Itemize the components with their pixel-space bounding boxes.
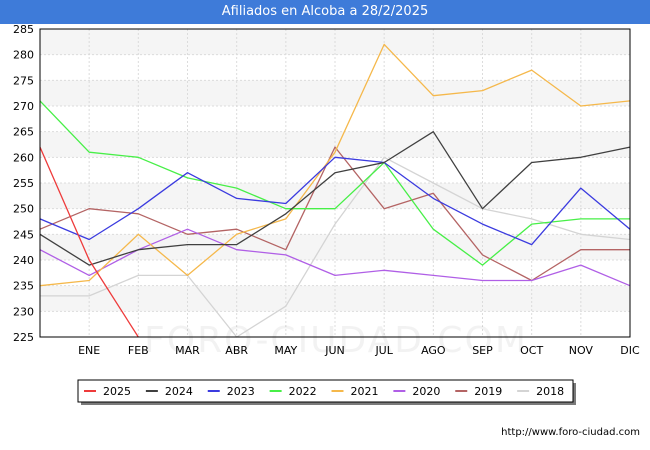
x-tick-label: MAY <box>274 344 297 357</box>
y-tick-label: 270 <box>13 100 34 113</box>
x-axis-ticks: ENE FEB MAR ABR MAY JUN JUL AGO SEP OCT NOV DIC <box>78 344 640 357</box>
legend-box <box>77 379 574 403</box>
y-tick-label: 285 <box>13 23 34 36</box>
grid-lines <box>40 28 630 338</box>
x-tick-label: FEB <box>128 344 149 357</box>
series-line-2023 <box>39 156 631 246</box>
watermark: FORO-CIUDAD.COM <box>144 320 528 361</box>
legend-label-2018: 2018 <box>536 385 564 398</box>
x-tick-label: NOV <box>569 344 594 357</box>
chart-title: Afiliados en Alcoba a 28/2/2025 <box>221 4 429 19</box>
series-line-2021 <box>39 43 631 287</box>
legend-label-2022: 2022 <box>289 385 317 398</box>
x-tick-label: AGO <box>421 344 446 357</box>
title-bar: Afiliados en Alcoba a 28/2/2025 <box>0 0 650 24</box>
y-tick-label: 260 <box>13 151 34 164</box>
legend-label-2024: 2024 <box>165 385 193 398</box>
x-tick-label: JUN <box>324 344 345 357</box>
y-tick-label: 225 <box>13 331 34 344</box>
legend-label-2019: 2019 <box>474 385 502 398</box>
y-tick-label: 275 <box>13 74 34 87</box>
series-line-2024 <box>39 131 631 266</box>
y-tick-label: 240 <box>13 254 34 267</box>
y-tick-label: 235 <box>13 280 34 293</box>
legend-label-2021: 2021 <box>351 385 379 398</box>
y-tick-label: 245 <box>13 228 34 241</box>
series-line-2025 <box>39 146 139 338</box>
x-tick-label: MAR <box>175 344 200 357</box>
y-tick-label: 265 <box>13 126 34 139</box>
series-line-2022 <box>39 100 630 266</box>
x-tick-label: ENE <box>78 344 100 357</box>
legend-label-2023: 2023 <box>227 385 255 398</box>
series-line-2018 <box>40 156 631 338</box>
legend-label-2025: 2025 <box>103 385 131 398</box>
plot-band <box>40 183 630 209</box>
y-axis-ticks: 225 230 235 240 245 250 255 260 265 270 275 280 285 <box>13 23 34 344</box>
y-tick-label: 230 <box>13 305 34 318</box>
series-lines <box>39 43 631 338</box>
y-tick-label: 280 <box>13 49 34 62</box>
y-tick-label: 255 <box>13 177 34 190</box>
x-tick-label: OCT <box>520 344 543 357</box>
plot-border <box>39 28 631 338</box>
y-tick-label: 250 <box>13 203 34 216</box>
x-tick-label: DIC <box>620 344 640 357</box>
x-tick-label: ABR <box>225 344 248 357</box>
plot-frame <box>39 28 631 338</box>
legend-label-2020: 2020 <box>412 385 440 398</box>
x-tick-label: JUL <box>374 344 393 357</box>
legend: 2025 2024 2023 2022 2021 2020 2019 2018 <box>77 379 576 405</box>
x-tick-label: SEP <box>472 344 493 357</box>
source-credit: http://www.foro-ciudad.com <box>501 427 640 438</box>
